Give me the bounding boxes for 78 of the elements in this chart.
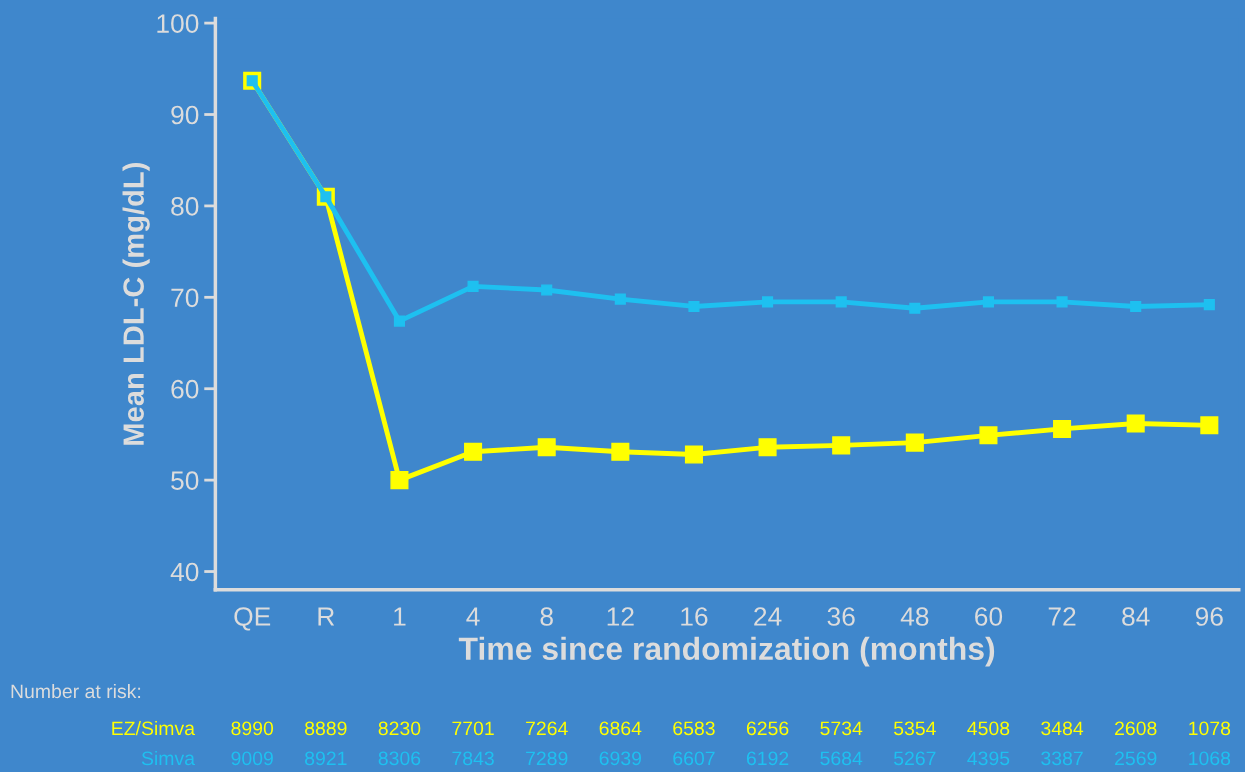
x-tick-label: 12 [607,607,634,626]
text: 8306 [378,751,421,766]
point [909,302,921,314]
point [905,433,924,452]
point [1053,419,1072,438]
text: 5684 [820,751,863,766]
y-tick-label: 50 [171,471,199,490]
point [537,438,556,457]
point [979,426,998,445]
point [1126,414,1145,433]
x-tick-label: 24 [754,607,782,626]
text: 3387 [1041,751,1083,766]
x-tick-label: 48 [900,607,929,626]
text: 1068 [1189,751,1231,766]
text: 2569 [1115,751,1157,766]
text: Number at risk: [11,683,141,699]
x-tick-label: 96 [1195,607,1223,626]
text: 6192 [746,751,789,766]
y-tick-label: 100 [157,14,199,33]
point [758,438,777,457]
y-axis-title: Mean LDL-C (mg/dL) [122,163,150,445]
point [464,442,483,461]
text: 7289 [526,751,568,766]
point [982,296,995,308]
text: 8230 [378,721,421,736]
y-tick-label: 80 [171,197,199,216]
point [390,471,409,490]
x-axis-title: Time since randomization (months) [458,636,995,667]
x-tick-label: 72 [1048,607,1076,626]
x-tick-label: 4 [466,607,480,626]
point [467,280,479,292]
text: 8889 [305,721,347,736]
text: 5734 [820,721,863,736]
text: 8990 [231,721,274,736]
text: 7843 [452,751,494,766]
point [393,315,406,327]
text: 1078 [1189,721,1231,736]
text: 2608 [1115,721,1157,736]
text: 4395 [967,751,1010,766]
y-tick-label: 90 [171,105,199,125]
y-tick-label: 60 [171,379,199,399]
point [832,436,851,455]
text: 5354 [893,721,936,736]
text: EZ/Simva [112,720,195,736]
text: 5267 [893,751,936,766]
point [688,300,700,313]
y-tick-label: 70 [171,288,199,308]
text: 6607 [673,751,715,766]
y-tick-label: 40 [170,562,199,582]
x-tick-label: 16 [681,607,708,626]
x-tick-label: 8 [540,607,553,626]
x-tick-label: 36 [827,607,855,626]
point [1203,299,1215,311]
point [614,293,626,305]
point [541,284,553,296]
point [762,296,774,308]
point [611,442,630,461]
text: 8921 [305,751,347,766]
text: 7264 [526,721,568,736]
point [684,445,703,464]
text: 9009 [231,751,273,766]
text: 6939 [599,751,642,766]
point [835,296,847,308]
x-tick-label: 1 [394,607,406,626]
x-tick-label: 60 [975,607,1003,626]
text: Simva [141,750,195,766]
text: 4508 [967,721,1010,736]
point [1130,300,1142,313]
x-tick-label: R [318,607,335,626]
text: 6864 [599,721,642,736]
text: 3484 [1041,721,1084,736]
point [1200,416,1219,435]
x-tick-label: 84 [1122,607,1150,626]
x-tick-label: QE [234,607,271,631]
text: 6583 [673,721,715,736]
text: 6256 [746,721,789,736]
text: 7701 [452,721,494,736]
point [1056,296,1068,308]
